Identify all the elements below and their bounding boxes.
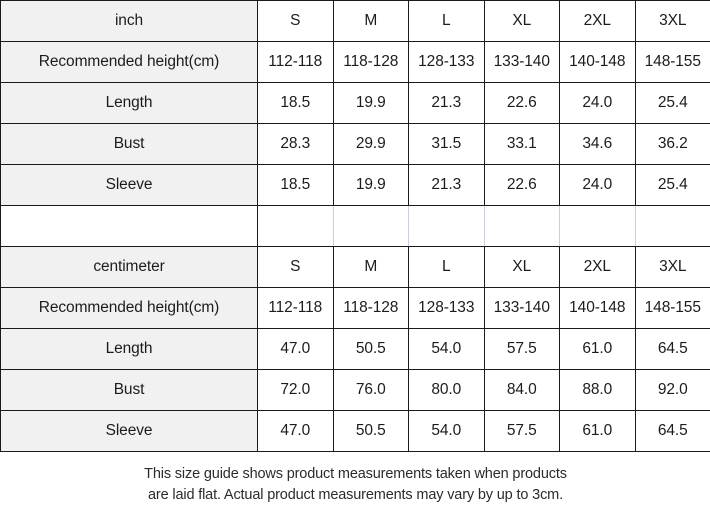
footer-note-line-1: This size guide shows product measuremen… xyxy=(11,464,700,485)
unit-label-inch: inch xyxy=(1,1,258,42)
cell-value: 18.5 xyxy=(258,83,334,124)
footer-note-line-2: are laid flat. Actual product measuremen… xyxy=(11,485,700,506)
size-header-m: M xyxy=(333,1,409,42)
cell-value: 33.1 xyxy=(484,124,560,165)
cell-value: 61.0 xyxy=(560,329,636,370)
cell-value: 128-133 xyxy=(409,42,485,83)
cell-value: 50.5 xyxy=(333,329,409,370)
cell-value: 57.5 xyxy=(484,411,560,452)
cell-value: 25.4 xyxy=(635,165,710,206)
table-row: Recommended height(cm) 112-118 118-128 1… xyxy=(1,42,710,83)
row-label-bust: Bust xyxy=(1,124,258,165)
cell-value: 118-128 xyxy=(333,288,409,329)
row-label-sleeve: Sleeve xyxy=(1,411,258,452)
cell-value: 112-118 xyxy=(258,42,334,83)
separator-cell xyxy=(484,206,560,247)
table-row: Bust 72.0 76.0 80.0 84.0 88.0 92.0 xyxy=(1,370,710,411)
cell-value: 28.3 xyxy=(258,124,334,165)
centimeter-header-row: centimeter S M L XL 2XL 3XL xyxy=(1,247,710,288)
cell-value: 112-118 xyxy=(258,288,334,329)
cell-value: 18.5 xyxy=(258,165,334,206)
cell-value: 84.0 xyxy=(484,370,560,411)
cell-value: 148-155 xyxy=(635,42,710,83)
cell-value: 54.0 xyxy=(409,411,485,452)
size-header-s: S xyxy=(258,1,334,42)
row-label-recommended-height: Recommended height(cm) xyxy=(1,42,258,83)
cell-value: 72.0 xyxy=(258,370,334,411)
cell-value: 24.0 xyxy=(560,165,636,206)
cell-value: 64.5 xyxy=(635,329,710,370)
row-label-length: Length xyxy=(1,83,258,124)
cell-value: 61.0 xyxy=(560,411,636,452)
cell-value: 47.0 xyxy=(258,329,334,370)
table-row: Length 18.5 19.9 21.3 22.6 24.0 25.4 xyxy=(1,83,710,124)
row-label-sleeve: Sleeve xyxy=(1,165,258,206)
table-row: Recommended height(cm) 112-118 118-128 1… xyxy=(1,288,710,329)
row-label-bust: Bust xyxy=(1,370,258,411)
table-row: Bust 28.3 29.9 31.5 33.1 34.6 36.2 xyxy=(1,124,710,165)
size-header-2xl: 2XL xyxy=(560,1,636,42)
cell-value: 140-148 xyxy=(560,42,636,83)
footer-note-row: This size guide shows product measuremen… xyxy=(1,452,710,517)
cell-value: 133-140 xyxy=(484,288,560,329)
cell-value: 140-148 xyxy=(560,288,636,329)
cell-value: 92.0 xyxy=(635,370,710,411)
cell-value: 31.5 xyxy=(409,124,485,165)
cell-value: 21.3 xyxy=(409,165,485,206)
footer-note: This size guide shows product measuremen… xyxy=(1,452,710,517)
cell-value: 24.0 xyxy=(560,83,636,124)
separator-cell xyxy=(258,206,334,247)
inch-header-row: inch S M L XL 2XL 3XL xyxy=(1,1,710,42)
table-row: Length 47.0 50.5 54.0 57.5 61.0 64.5 xyxy=(1,329,710,370)
table-row: Sleeve 18.5 19.9 21.3 22.6 24.0 25.4 xyxy=(1,165,710,206)
size-header-m: M xyxy=(333,247,409,288)
size-header-xl: XL xyxy=(484,247,560,288)
cell-value: 19.9 xyxy=(333,83,409,124)
cell-value: 25.4 xyxy=(635,83,710,124)
table-row: Sleeve 47.0 50.5 54.0 57.5 61.0 64.5 xyxy=(1,411,710,452)
cell-value: 22.6 xyxy=(484,83,560,124)
cell-value: 54.0 xyxy=(409,329,485,370)
cell-value: 34.6 xyxy=(560,124,636,165)
separator-cell xyxy=(560,206,636,247)
cell-value: 19.9 xyxy=(333,165,409,206)
cell-value: 50.5 xyxy=(333,411,409,452)
separator-cell xyxy=(409,206,485,247)
cell-value: 36.2 xyxy=(635,124,710,165)
size-guide-chart: inch S M L XL 2XL 3XL Recommended height… xyxy=(0,0,710,498)
separator-cell xyxy=(635,206,710,247)
cell-value: 80.0 xyxy=(409,370,485,411)
row-label-length: Length xyxy=(1,329,258,370)
cell-value: 128-133 xyxy=(409,288,485,329)
size-header-3xl: 3XL xyxy=(635,247,710,288)
cell-value: 22.6 xyxy=(484,165,560,206)
cell-value: 76.0 xyxy=(333,370,409,411)
cell-value: 118-128 xyxy=(333,42,409,83)
cell-value: 88.0 xyxy=(560,370,636,411)
cell-value: 21.3 xyxy=(409,83,485,124)
size-header-3xl: 3XL xyxy=(635,1,710,42)
section-separator-row xyxy=(1,206,710,247)
cell-value: 29.9 xyxy=(333,124,409,165)
size-header-l: L xyxy=(409,247,485,288)
cell-value: 133-140 xyxy=(484,42,560,83)
cell-value: 57.5 xyxy=(484,329,560,370)
size-header-s: S xyxy=(258,247,334,288)
size-header-2xl: 2XL xyxy=(560,247,636,288)
size-header-xl: XL xyxy=(484,1,560,42)
row-label-recommended-height: Recommended height(cm) xyxy=(1,288,258,329)
cell-value: 148-155 xyxy=(635,288,710,329)
size-header-l: L xyxy=(409,1,485,42)
separator-cell xyxy=(1,206,258,247)
separator-cell xyxy=(333,206,409,247)
cell-value: 64.5 xyxy=(635,411,710,452)
cell-value: 47.0 xyxy=(258,411,334,452)
unit-label-centimeter: centimeter xyxy=(1,247,258,288)
